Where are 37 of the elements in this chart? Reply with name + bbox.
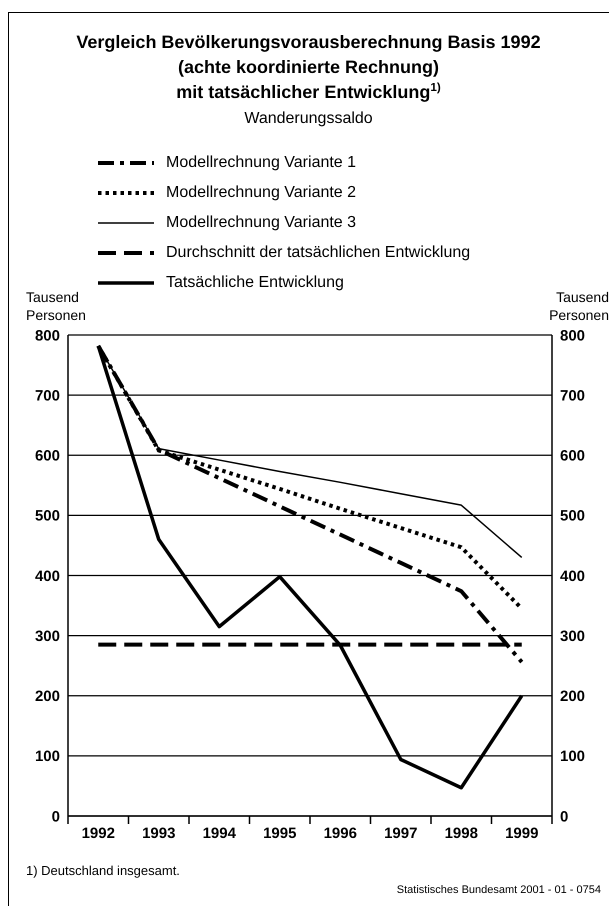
- y-tick-label: 500: [34, 508, 60, 525]
- legend-label: Tatsächliche Entwicklung: [166, 274, 344, 292]
- y2-tick-label: 100: [560, 748, 586, 766]
- y-axis-title: Tausend Personen: [26, 288, 86, 324]
- x-tick-label: 1993: [142, 825, 176, 842]
- y-tick-label: 300: [34, 628, 60, 645]
- legend-label: Durchschnitt der tatsächlichen Entwicklung: [166, 244, 470, 262]
- y-tick-label: 0: [52, 808, 60, 826]
- x-tick-label: 1994: [202, 825, 237, 842]
- legend-label: Modellrechnung Variante 3: [166, 214, 356, 232]
- y-tick-label: 200: [34, 688, 60, 706]
- y2-tick-label: 400: [560, 568, 586, 585]
- y-tick-label: 400: [34, 568, 60, 585]
- x-tick-label: 1996: [324, 825, 357, 842]
- y2-tick-label: 500: [560, 508, 586, 525]
- y2-tick-label: 200: [560, 688, 586, 706]
- x-tick-label: 1992: [82, 825, 115, 842]
- chart-title: Vergleich Bevölkerungsvorausberechnung Basis 1992 (achte koordinierte Rechnung) mit tatsächlicher Entwicklung$^{1)}$: [75, 31, 542, 104]
- x-tick-label: 1998: [444, 825, 478, 842]
- y2-tick-label: 0: [560, 808, 568, 826]
- x-tick-label: 1995: [263, 825, 296, 842]
- y-tick-label: 100: [34, 748, 60, 766]
- text: Statistisches Bundesamt 2001 - 01 - 0754: [396, 884, 601, 896]
- y2-tick-label: 300: [560, 628, 586, 645]
- chart-subtitle: Wanderungssaldo: [243, 110, 374, 128]
- y2-axis-title: Tausend Personen: [549, 288, 609, 324]
- y2-tick-label: 600: [560, 448, 586, 465]
- legend-label: Modellrechnung Variante 2: [166, 184, 356, 202]
- y-tick-label: 700: [34, 387, 60, 404]
- text: 1) Deutschland insgesamt.: [26, 863, 180, 878]
- y2-tick-label: 700: [560, 387, 586, 404]
- x-tick-label: 1999: [505, 825, 538, 842]
- y-tick-label: 600: [34, 448, 60, 465]
- x-tick-label: 1997: [384, 825, 418, 842]
- legend-label: Modellrechnung Variante 1: [166, 154, 356, 172]
- y-tick-label: 800: [34, 327, 60, 344]
- y2-tick-label: 800: [560, 327, 586, 344]
